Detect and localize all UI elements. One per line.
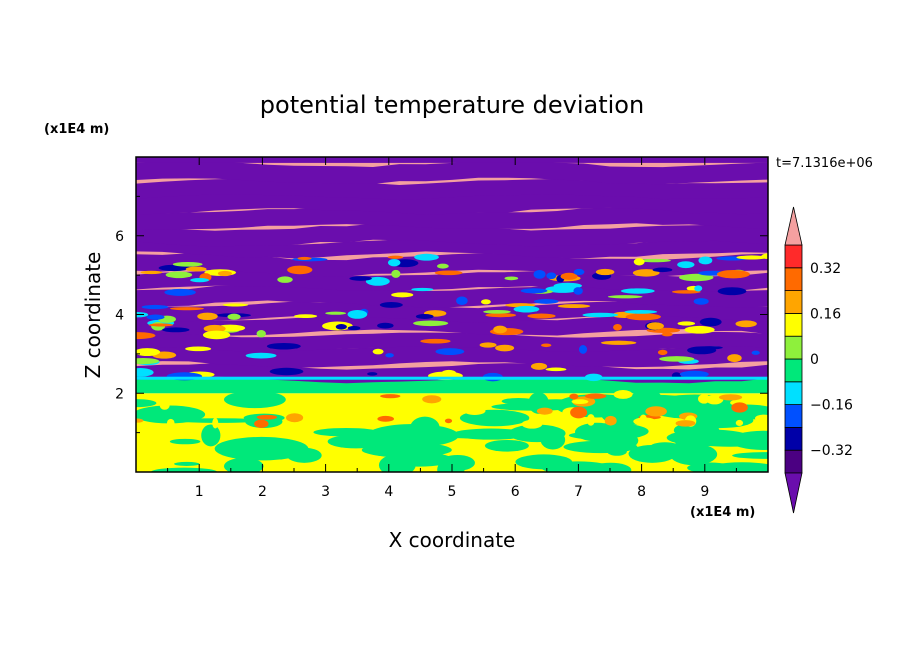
x-tick-label: 9	[700, 484, 709, 500]
y-axis-label: Z coordinate	[81, 252, 105, 379]
y-tick: 2	[115, 386, 768, 402]
y-tick-label: 4	[115, 308, 124, 324]
x-tick: 1	[195, 157, 204, 500]
x-tick-label: 2	[258, 484, 267, 500]
x-tick-label: 7	[574, 484, 583, 500]
x-tick: 7	[574, 157, 583, 500]
colorbar: 0.32 0.16 0 −0.16 −0.32	[784, 206, 853, 514]
x-tick: 9	[700, 157, 709, 500]
x-axis-label: X coordinate	[389, 528, 516, 552]
colorbar-tick-label: 0	[810, 352, 819, 368]
x-tick-label: 5	[448, 484, 457, 500]
y-tick-label: 2	[115, 386, 124, 402]
x-tick: 6	[511, 157, 520, 500]
colorbar-lower-extend	[784, 472, 803, 514]
y-unit-label: (x1E4 m)	[44, 122, 109, 137]
x-tick: 4	[384, 157, 393, 500]
colorbar-swatch	[784, 449, 803, 474]
x-tick: 5	[448, 157, 457, 500]
colorbar-swatch	[784, 358, 803, 383]
colorbar-swatch	[784, 244, 803, 269]
colorbar-tick-label: 0.32	[810, 261, 841, 277]
y-tick-label: 6	[115, 229, 124, 245]
colorbar-tick-label: −0.32	[810, 443, 853, 459]
y-tick: 6	[115, 229, 768, 245]
colorbar-swatch	[784, 335, 803, 360]
colorbar-tick-label: 0.16	[810, 306, 841, 322]
colorbar-upper-extend	[784, 206, 803, 246]
time-label: t=7.1316e+06	[776, 156, 873, 171]
x-tick: 8	[637, 157, 646, 500]
colorbar-swatch	[784, 404, 803, 428]
colorbar-swatch	[784, 381, 803, 405]
x-tick-label: 3	[321, 484, 330, 500]
x-tick: 2	[258, 157, 267, 500]
x-tick: 3	[321, 157, 330, 500]
y-tick: 4	[115, 308, 768, 324]
x-axis: 1 2 3 4 5 6 7 8 9	[167, 157, 737, 500]
x-unit-label: (x1E4 m)	[690, 505, 755, 520]
colorbar-tick-label: −0.16	[810, 398, 853, 414]
colorbar-swatch	[784, 267, 803, 291]
plot-field	[136, 157, 768, 472]
y-axis: 2 4 6	[115, 195, 768, 434]
x-tick-label: 4	[384, 484, 393, 500]
x-tick-label: 8	[637, 484, 646, 500]
colorbar-swatch	[784, 426, 803, 451]
x-tick-label: 6	[511, 484, 520, 500]
colorbar-swatch	[784, 290, 803, 314]
chart-title: potential temperature deviation	[260, 91, 644, 119]
x-tick-label: 1	[195, 484, 204, 500]
colorbar-swatch	[784, 312, 803, 337]
